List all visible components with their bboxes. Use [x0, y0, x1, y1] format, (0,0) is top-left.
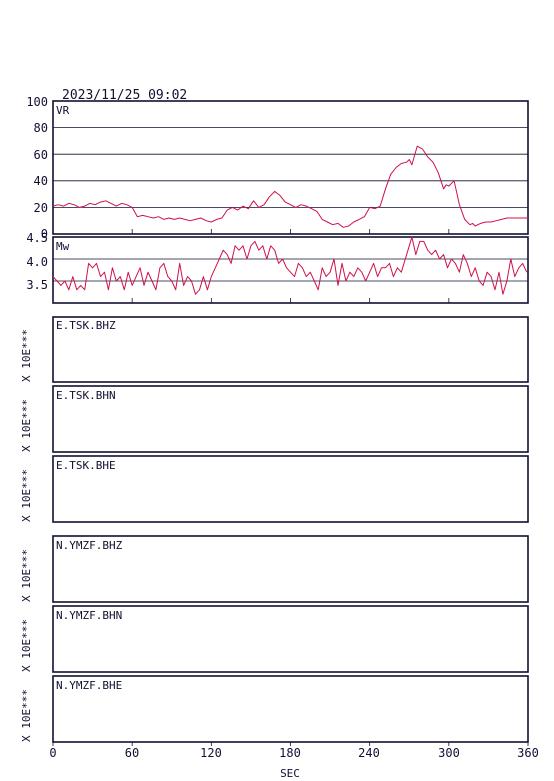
station-name: E.TSK.BHE — [56, 459, 116, 472]
mw-tick-label: 3.5 — [26, 278, 48, 292]
vr-label: VR — [56, 104, 70, 117]
x-tick-label: 360 — [517, 746, 539, 760]
station-frame — [52, 675, 529, 743]
station-scale: X 10E*** — [20, 689, 33, 742]
mw-series-line — [52, 236, 528, 295]
station-scale: X 10E*** — [20, 399, 33, 452]
mw-tick-label: 4.5 — [26, 231, 48, 245]
x-tick-label: 0 — [49, 746, 56, 760]
station-frame — [52, 535, 529, 603]
vr-series-line — [52, 145, 528, 228]
station-frame — [52, 455, 529, 523]
station-scale: X 10E*** — [20, 619, 33, 672]
x-axis: 0 60 120 180 240 300 360 SEC — [49, 742, 539, 780]
station-scale: X 10E*** — [20, 549, 33, 602]
mw-frame — [52, 236, 529, 304]
station-panel: E.TSK.BHN X 10E*** — [20, 385, 529, 453]
x-tick-label: 300 — [438, 746, 460, 760]
station-name: N.YMZF.BHZ — [56, 539, 123, 552]
mw-panel: Mw 4.5 4.0 3.5 — [26, 231, 529, 304]
station-frame — [52, 605, 529, 673]
vr-panel: VR 100 80 60 40 20 0 — [26, 95, 529, 241]
station-name: N.YMZF.BHN — [56, 609, 122, 622]
x-tick-label: 180 — [279, 746, 301, 760]
vr-tick-label: 80 — [34, 121, 48, 135]
station-scale: X 10E*** — [20, 329, 33, 382]
station-name: E.TSK.BHN — [56, 389, 116, 402]
vr-tick-label: 40 — [34, 174, 48, 188]
vr-tick-label: 100 — [26, 95, 48, 109]
vr-tick-label: 60 — [34, 148, 48, 162]
station-name: N.YMZF.BHE — [56, 679, 122, 692]
station-panel: E.TSK.BHE X 10E*** — [20, 455, 529, 523]
station-panel: N.YMZF.BHZ X 10E*** — [20, 535, 529, 603]
station-frame — [52, 316, 529, 383]
vr-frame — [52, 100, 529, 235]
station-panel: N.YMZF.BHE X 10E*** — [20, 675, 529, 743]
x-tick-label: 60 — [125, 746, 139, 760]
mw-label: Mw — [56, 240, 70, 253]
vr-tick-label: 20 — [34, 201, 48, 215]
x-tick-label: 240 — [358, 746, 380, 760]
station-panel: N.YMZF.BHN X 10E*** — [20, 605, 529, 673]
vr-y-ticks: 100 80 60 40 20 0 — [26, 95, 48, 241]
station-name: E.TSK.BHZ — [56, 319, 116, 332]
mw-tick-label: 4.0 — [26, 255, 48, 269]
vr-tick-label: 0 — [41, 227, 48, 241]
station-panel: E.TSK.BHZ X 10E*** — [20, 316, 529, 383]
station-frame — [52, 385, 529, 453]
x-tick-label: 120 — [200, 746, 222, 760]
timestamp: 2023/11/25 09:02 — [62, 88, 187, 103]
x-axis-label: SEC — [280, 767, 300, 780]
station-scale: X 10E*** — [20, 469, 33, 522]
